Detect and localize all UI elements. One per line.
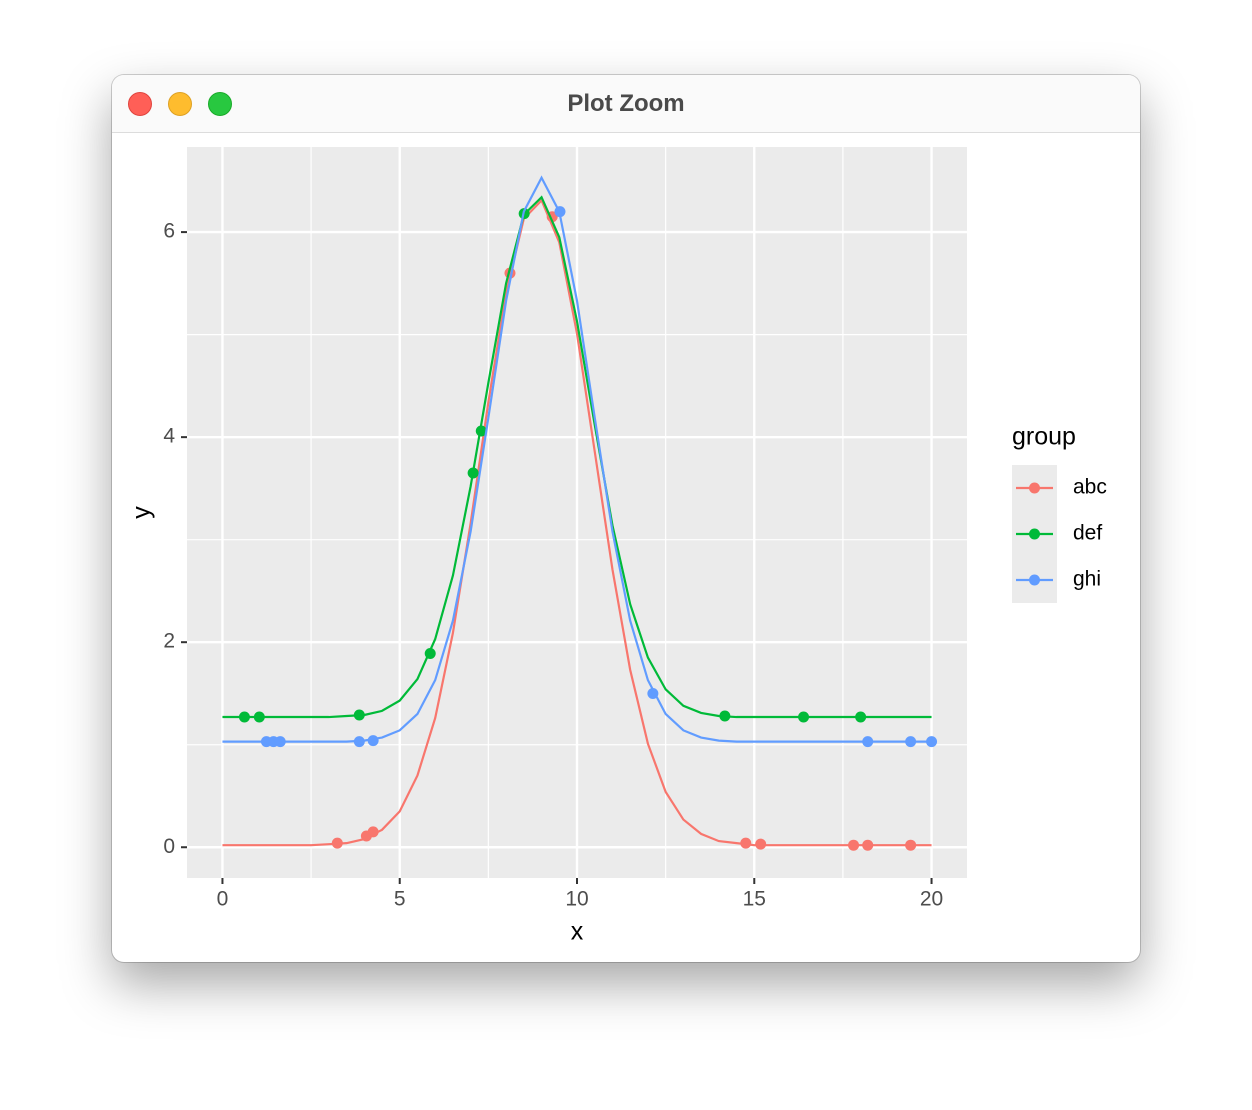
legend-label: ghi bbox=[1073, 568, 1101, 591]
chart: 0 5 10 15 20 0 2 4 6 x y group abc def ghi bbox=[128, 147, 1107, 946]
legend-label: abc bbox=[1073, 476, 1107, 499]
data-point bbox=[238, 711, 250, 723]
data-point bbox=[862, 736, 874, 748]
data-point bbox=[367, 735, 379, 747]
data-point bbox=[353, 736, 365, 748]
data-point bbox=[475, 425, 487, 437]
data-point bbox=[905, 839, 917, 851]
data-point bbox=[253, 711, 265, 723]
series-line bbox=[222, 175, 932, 743]
legend-key-point bbox=[1029, 528, 1040, 540]
legend-key-point bbox=[1029, 482, 1040, 494]
y-tick-label: 0 bbox=[163, 835, 175, 858]
data-point bbox=[467, 467, 479, 479]
data-point bbox=[353, 709, 365, 721]
window: Plot Zoom 0 5 10 15 20 0 2 4 6 x y group abc def ghi bbox=[112, 75, 1140, 962]
x-tick-label: 15 bbox=[743, 888, 766, 911]
data-point bbox=[719, 710, 731, 722]
zoom-button[interactable] bbox=[208, 92, 232, 116]
x-tick-label: 10 bbox=[565, 888, 588, 911]
y-axis-label: y bbox=[128, 506, 156, 519]
x-tick-label: 0 bbox=[217, 888, 229, 911]
x-tick-label: 20 bbox=[920, 888, 943, 911]
data-point bbox=[798, 711, 810, 723]
data-point bbox=[647, 687, 659, 699]
data-point bbox=[740, 837, 752, 849]
minimize-button[interactable] bbox=[168, 92, 192, 116]
data-point bbox=[755, 838, 767, 850]
data-point bbox=[926, 736, 938, 748]
data-point bbox=[367, 826, 379, 838]
data-point bbox=[274, 736, 286, 748]
legend-title: group bbox=[1012, 423, 1076, 451]
data-point bbox=[424, 647, 436, 659]
data-point bbox=[905, 736, 917, 748]
data-point bbox=[331, 837, 343, 849]
legend-key-point bbox=[1029, 574, 1040, 586]
data-point bbox=[862, 839, 874, 851]
data-point bbox=[855, 711, 867, 723]
data-point bbox=[554, 206, 566, 218]
close-button[interactable] bbox=[128, 92, 152, 116]
legend-label: def bbox=[1073, 522, 1102, 545]
window-title: Plot Zoom bbox=[567, 90, 685, 117]
x-tick-label: 5 bbox=[394, 888, 406, 911]
y-tick-label: 4 bbox=[163, 425, 175, 448]
data-point bbox=[848, 839, 860, 851]
title-bar: Plot Zoom bbox=[112, 75, 1140, 133]
series-line bbox=[222, 195, 932, 719]
y-tick-label: 6 bbox=[163, 220, 175, 243]
y-tick-label: 2 bbox=[163, 630, 175, 653]
x-axis-label: x bbox=[571, 918, 584, 946]
